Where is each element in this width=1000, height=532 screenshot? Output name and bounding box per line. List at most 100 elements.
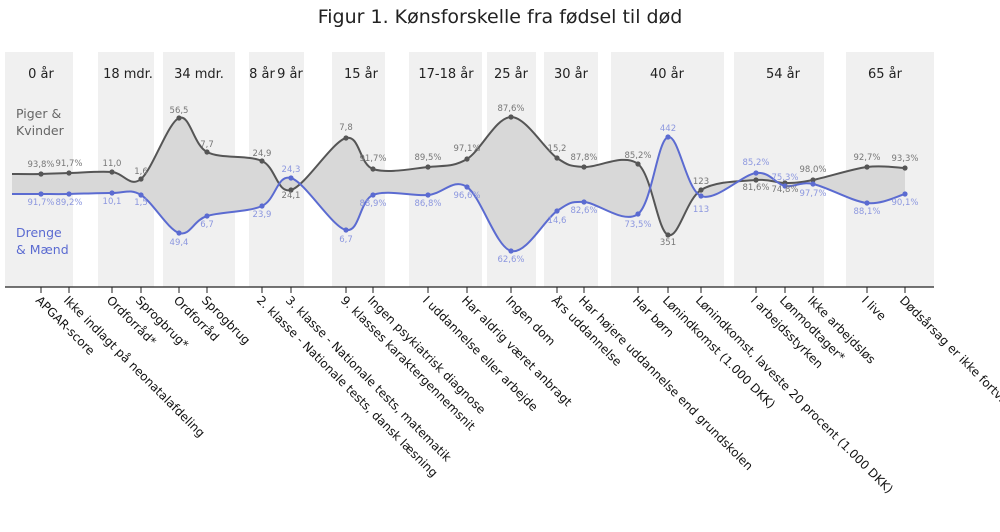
value-label-male: 88,9% <box>359 199 386 209</box>
value-label-female: 74,8% <box>771 185 798 195</box>
value-label-female: 98,0% <box>799 165 826 175</box>
point-female <box>288 187 294 193</box>
chart-title: Figur 1. Kønsforskelle fra fødsel til dø… <box>318 6 683 28</box>
value-label-female: 97,1% <box>453 144 480 154</box>
x-tick-label: 2. klasse - Nationale tests, dansk læsni… <box>254 293 441 480</box>
point-female <box>902 165 908 171</box>
age-band-label: 9 år <box>277 67 303 82</box>
series-label-male: Drenge & Mænd <box>16 225 69 257</box>
x-tick-label: Dødsårsag er ikke fortvivlelsesdødsfald <box>897 293 1000 470</box>
point-male <box>665 134 671 140</box>
point-male <box>176 230 182 236</box>
point-female <box>109 169 115 175</box>
value-label-female: 93,3% <box>891 154 918 164</box>
age-band-label: 30 år <box>554 67 589 82</box>
point-male <box>138 192 144 198</box>
point-female <box>554 155 560 161</box>
x-tick-label: I live <box>859 293 889 323</box>
value-label-male: 90,1% <box>891 198 918 208</box>
value-label-male: 49,4 <box>170 238 189 248</box>
point-male <box>425 192 431 198</box>
point-female <box>38 171 44 177</box>
point-female <box>665 232 671 238</box>
value-label-female: 7,8 <box>339 123 353 133</box>
point-male <box>554 208 560 214</box>
point-male <box>370 192 376 198</box>
value-label-male: 24,3 <box>282 165 301 175</box>
value-label-female: 91,7% <box>55 159 82 169</box>
age-band-label: 8 år <box>249 67 275 82</box>
value-label-male: 82,6% <box>570 206 597 216</box>
point-male <box>635 211 641 217</box>
value-label-male: 91,7% <box>27 198 54 208</box>
point-male <box>66 191 72 197</box>
value-label-female: 91,7% <box>359 154 386 164</box>
value-label-male: 6,7 <box>339 235 353 245</box>
point-female <box>204 149 210 155</box>
age-band-label: 17-18 år <box>418 67 474 82</box>
point-male <box>864 200 870 206</box>
point-female <box>864 164 870 170</box>
point-male <box>464 184 470 190</box>
point-female <box>753 177 759 183</box>
point-male <box>810 181 816 187</box>
age-band <box>98 52 154 287</box>
point-female <box>508 114 514 120</box>
point-female <box>343 135 349 141</box>
point-male <box>259 203 265 209</box>
value-label-male: 442 <box>660 124 676 134</box>
age-band-label: 40 år <box>650 67 685 82</box>
point-male <box>698 193 704 199</box>
value-label-female: 92,7% <box>853 153 880 163</box>
value-label-female: 87,8% <box>570 153 597 163</box>
age-band-label: 15 år <box>344 67 379 82</box>
age-band-label: 34 mdr. <box>174 67 224 82</box>
age-band <box>275 52 304 287</box>
point-female <box>370 166 376 172</box>
point-male <box>343 227 349 233</box>
value-label-male: 10,1 <box>103 197 122 207</box>
point-male <box>581 199 587 205</box>
point-female <box>810 177 816 183</box>
value-label-female: 15,2 <box>548 144 567 154</box>
point-male <box>782 183 788 189</box>
series-label-female: Piger & Kvinder <box>16 106 65 138</box>
value-label-male: 97,7% <box>799 189 826 199</box>
point-female <box>259 158 265 164</box>
value-label-female: 89,5% <box>414 153 441 163</box>
value-label-male: 89,2% <box>55 198 82 208</box>
value-label-female: 24,9 <box>253 149 272 159</box>
value-label-female: 123 <box>693 177 709 187</box>
point-male <box>204 213 210 219</box>
value-label-male: 62,6% <box>497 255 524 265</box>
point-male <box>288 175 294 181</box>
value-label-female: 1,6 <box>134 167 148 177</box>
age-band-label: 65 år <box>868 67 903 82</box>
age-band <box>734 52 824 287</box>
value-label-female: 93,8% <box>27 160 54 170</box>
series-labels: Piger & Kvinder Drenge & Mænd <box>16 106 69 257</box>
value-label-female: 85,2% <box>624 151 651 161</box>
point-male <box>508 248 514 254</box>
value-label-female: 81,6% <box>742 183 769 193</box>
age-band-label: 18 mdr. <box>103 67 153 82</box>
point-male <box>109 190 115 196</box>
value-label-female: 56,5 <box>170 106 189 116</box>
value-label-male: 6,7 <box>200 220 214 230</box>
point-female <box>698 187 704 193</box>
value-label-female: 87,6% <box>497 104 524 114</box>
value-label-male: 14,6 <box>548 216 567 226</box>
value-labels: 93,8%91,7%91,7%89,2%11,010,11,61,556,549… <box>27 104 918 265</box>
value-label-female: 7,7 <box>200 140 214 150</box>
point-male <box>38 191 44 197</box>
age-band-label: 25 år <box>494 67 529 82</box>
value-label-male: 1,5 <box>134 198 148 208</box>
value-label-male: 113 <box>693 205 709 215</box>
point-female <box>581 164 587 170</box>
age-band-label: 54 år <box>766 67 801 82</box>
value-label-female: 24,1 <box>282 191 301 201</box>
point-female <box>464 156 470 162</box>
point-female <box>138 176 144 182</box>
